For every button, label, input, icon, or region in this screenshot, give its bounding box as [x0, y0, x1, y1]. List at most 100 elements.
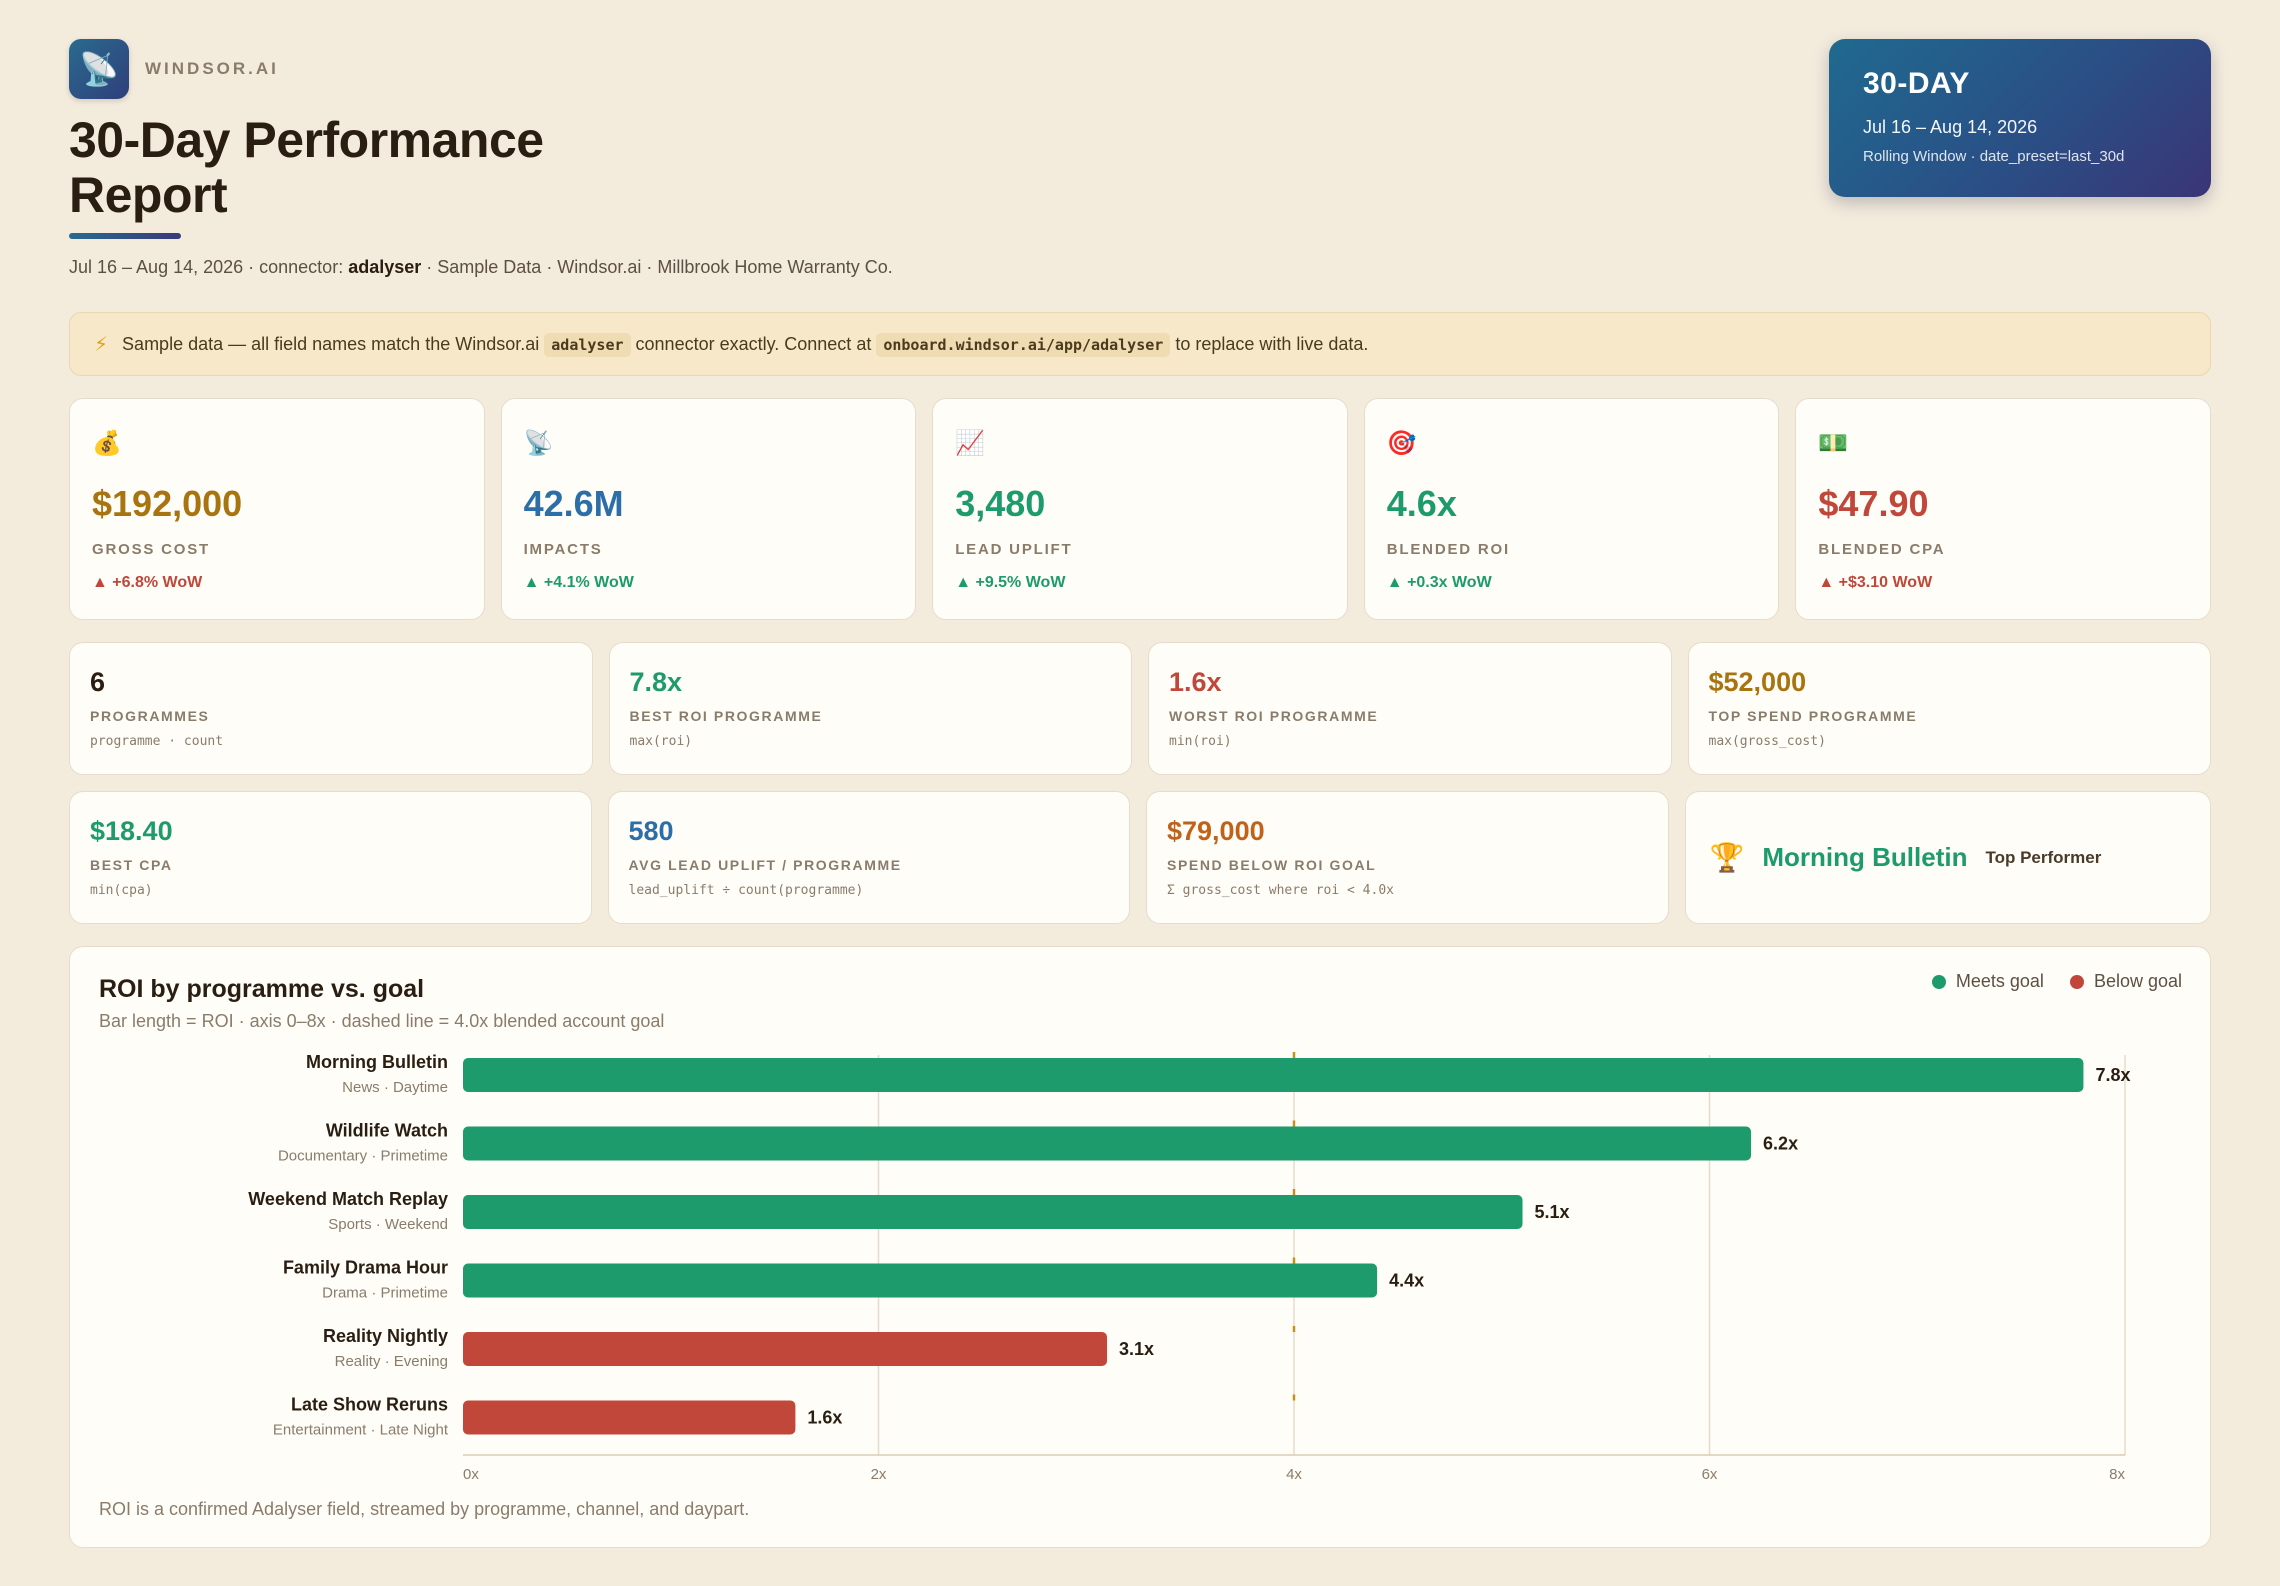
period-range: Jul 16 – Aug 14, 2026	[1863, 117, 2038, 137]
stat-card-top-spend: $52,000 TOP SPEND PROGRAMME max(gross_co…	[1687, 642, 2211, 775]
kpi-label: GROSS COST	[92, 541, 211, 558]
bar-category-subtitle: Documentary · Primetime	[278, 1148, 448, 1165]
bar-category-label: Late Show Reruns	[291, 1395, 448, 1415]
bar-value-label: 6.2x	[1763, 1134, 1798, 1154]
top-performer-tag: Top Performer	[1985, 847, 2102, 867]
legend-label-meets: Meets goal	[1955, 971, 2044, 991]
top-performer-card: 🏆 Morning Bulletin Top Performer	[1684, 791, 2211, 924]
kpi-card-lead-uplift: 📈 3,480 LEAD UPLIFT ▲ +9.5% WoW	[932, 398, 1348, 620]
roi-bar	[463, 1058, 2084, 1092]
notice-code-url[interactable]: onboard.windsor.ai/app/adalyser	[876, 332, 1171, 357]
notice-text-2: connector exactly. Connect at	[635, 333, 872, 354]
kpi-card-impacts: 📡 42.6M IMPACTS ▲ +4.1% WoW	[500, 398, 917, 620]
stat-card-avg-lead-uplift: 580 AVG LEAD UPLIFT / PROGRAMME lead_upl…	[607, 791, 1130, 924]
kpi-value: 42.6M	[523, 483, 624, 524]
brand-name: WINDSOR.AI	[145, 59, 279, 78]
bar-value-label: 3.1x	[1119, 1339, 1154, 1359]
x-tick-label: 8x	[2109, 1466, 2125, 1483]
kpi-delta: ▲ +9.5% WoW	[955, 574, 1066, 591]
chart-subtitle: Bar length = ROI · axis 0–8x · dashed li…	[99, 1011, 665, 1031]
stat-label: SPEND BELOW ROI GOAL	[1167, 857, 1377, 873]
period-title: 30-DAY	[1863, 67, 1970, 100]
chart-footnote: ROI is a confirmed Adalyser field, strea…	[99, 1499, 750, 1519]
kpi-card-gross-cost: 💰 $192,000 GROSS COST ▲ +6.8% WoW	[69, 398, 485, 620]
notice-text-1: Sample data — all field names match the …	[122, 333, 540, 354]
connector-name: adalyser	[348, 257, 422, 277]
satellite-dish-icon: 📡	[69, 39, 129, 99]
stat-formula: max(roi)	[629, 734, 693, 749]
bar-category-label: Reality Nightly	[323, 1326, 448, 1346]
bar-category-label: Morning Bulletin	[306, 1052, 448, 1072]
bar-value-label: 7.8x	[2095, 1065, 2130, 1085]
kpi-card-blended-cpa: 💵 $47.90 BLENDED CPA ▲ +$3.10 WoW	[1795, 398, 2211, 620]
notice-code-connector: adalyser	[544, 332, 631, 357]
bar-category-subtitle: Entertainment · Late Night	[273, 1422, 449, 1439]
x-tick-label: 0x	[463, 1466, 479, 1483]
kpi-label: BLENDED ROI	[1386, 541, 1510, 558]
notice-text-3: to replace with live data.	[1175, 333, 1369, 354]
bar-value-label: 4.4x	[1389, 1271, 1424, 1291]
stat-card-programmes: 6 PROGRAMMES programme · count	[69, 642, 593, 775]
stat-value: $79,000	[1167, 816, 1265, 846]
target-icon: 🎯	[1386, 430, 1417, 457]
stat-value: 6	[90, 667, 106, 697]
stat-formula: min(roi)	[1169, 734, 1232, 749]
stats-row-2: $18.40 BEST CPA min(cpa) 580 AVG LEAD UP…	[69, 791, 2211, 924]
roi-bar	[463, 1126, 1752, 1161]
trophy-icon: 🏆	[1709, 842, 1745, 873]
notice-text: Sample data — all field names match the …	[122, 332, 1369, 357]
stats-row-1: 6 PROGRAMMES programme · count 7.8x BEST…	[69, 642, 2211, 775]
stat-formula: min(cpa)	[90, 883, 153, 898]
stat-card-best-cpa: $18.40 BEST CPA min(cpa)	[69, 791, 592, 924]
kpi-delta: ▲ +0.3x WoW	[1386, 574, 1492, 591]
stat-card-worst-roi: 1.6x WORST ROI PROGRAMME min(roi)	[1148, 642, 1672, 775]
lightning-icon: ⚡	[94, 333, 109, 356]
x-tick-label: 4x	[1286, 1466, 1302, 1483]
bar-category-label: Weekend Match Replay	[248, 1189, 448, 1209]
kpi-label: BLENDED CPA	[1818, 541, 1946, 558]
chart-title: ROI by programme vs. goal	[99, 975, 425, 1003]
roi-bar	[463, 1195, 1523, 1229]
stat-formula: programme · count	[90, 734, 224, 749]
roi-bar-chart: 0x 2x 4x 6x 8x Morning Bulletin News · Daytime…	[248, 1052, 2130, 1483]
stat-value: $52,000	[1708, 667, 1807, 697]
dollar-bill-icon: 💵	[1818, 430, 1849, 457]
money-bag-icon: 💰	[92, 430, 122, 457]
kpi-value: 4.6x	[1386, 483, 1457, 524]
top-performer-name: Morning Bulletin	[1762, 842, 1968, 872]
kpi-delta: ▲ +4.1% WoW	[523, 574, 634, 591]
stat-formula: lead_uplift ÷ count(programme)	[628, 883, 864, 898]
kpi-value: 3,480	[955, 483, 1046, 524]
satellite-dish-icon: 📡	[523, 430, 554, 457]
legend-below-goal: Below goal	[2069, 971, 2182, 992]
bar-value-label: 5.1x	[1535, 1202, 1570, 1222]
legend-meets-goal: Meets goal	[1931, 971, 2044, 992]
kpi-row: 💰 $192,000 GROSS COST ▲ +6.8% WoW 📡 42.6…	[69, 398, 2211, 620]
kpi-card-blended-roi: 🎯 4.6x BLENDED ROI ▲ +0.3x WoW	[1363, 398, 1780, 620]
chart-legend: Meets goal Below goal	[1931, 971, 2182, 992]
bar-category-label: Wildlife Watch	[326, 1121, 448, 1141]
stat-label: AVG LEAD UPLIFT / PROGRAMME	[628, 857, 902, 873]
stat-label: PROGRAMMES	[90, 708, 210, 724]
x-tick-label: 6x	[1702, 1466, 1718, 1483]
roi-bar	[463, 1263, 1378, 1298]
stat-value: 7.8x	[629, 667, 683, 697]
legend-dot-below	[2069, 974, 2084, 989]
kpi-label: IMPACTS	[523, 541, 603, 558]
stat-label: BEST CPA	[90, 857, 173, 873]
stat-value: $18.40	[90, 816, 173, 846]
stat-label: BEST ROI PROGRAMME	[629, 708, 823, 724]
subtitle-suffix: · Sample Data · Windsor.ai · Millbrook H…	[421, 257, 893, 277]
x-tick-label: 2x	[871, 1466, 887, 1483]
stat-label: TOP SPEND PROGRAMME	[1708, 708, 1918, 724]
stat-card-spend-below-goal: $79,000 SPEND BELOW ROI GOAL Σ gross_cos…	[1146, 791, 1669, 924]
title-underline	[69, 233, 181, 239]
kpi-value: $47.90	[1818, 483, 1929, 524]
stat-formula: Σ gross_cost where roi < 4.0x	[1167, 883, 1394, 898]
bar-category-subtitle: Sports · Weekend	[328, 1216, 448, 1233]
page-title: 30-Day Performance Report	[69, 112, 544, 223]
brand-row: 📡 WINDSOR.AI	[69, 39, 2211, 99]
bar-value-label: 1.6x	[807, 1408, 842, 1428]
roi-bar	[463, 1332, 1108, 1366]
roi-chart-card: 0x 2x 4x 6x 8x Morning Bulletin News · Daytime…	[69, 946, 2211, 1548]
